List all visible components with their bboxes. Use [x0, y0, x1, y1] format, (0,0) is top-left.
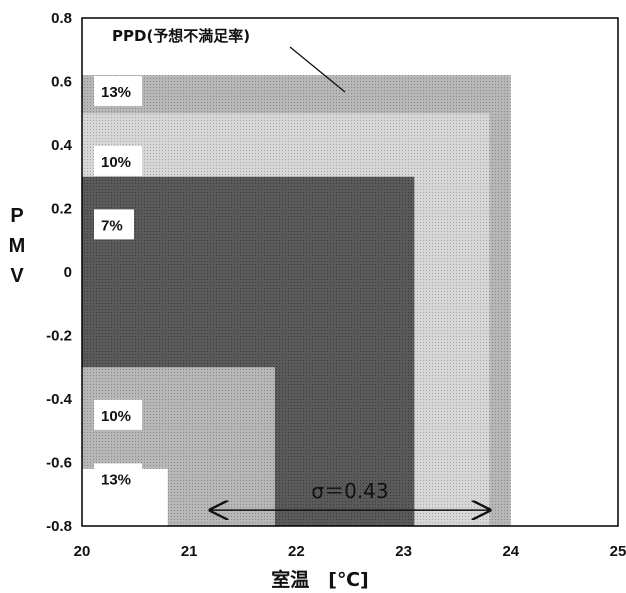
y-tick-label: -0.4	[46, 391, 73, 408]
ppd-band-7pct	[82, 176, 415, 526]
band-label: 10%	[101, 408, 131, 425]
band-label-box	[94, 209, 134, 240]
y-tick-label: -0.8	[46, 518, 72, 535]
x-tick-label: 22	[288, 543, 305, 560]
y-tick-label: 0.6	[51, 74, 72, 91]
y-axis-label: PMV	[9, 205, 26, 287]
x-tick-label: 25	[610, 543, 626, 560]
sigma-annotation: σ＝0.43	[311, 479, 388, 503]
band-label-box	[94, 76, 142, 107]
x-tick-labels: 20 21 22 23 24 25	[74, 543, 626, 560]
band-label-box	[94, 463, 142, 494]
band-labels: 13% 10% 7% 10% 13%	[94, 76, 142, 494]
band-label: 13%	[101, 471, 131, 488]
y-tick-label: 0.8	[51, 10, 72, 27]
ppd-annotation: PPD(予想不満足率)	[112, 27, 250, 45]
y-tick-label: 0	[64, 264, 72, 281]
band-label: 10%	[101, 154, 131, 171]
x-tick-label: 24	[502, 543, 519, 560]
plot-frame	[81, 17, 619, 527]
band-label: 7%	[101, 217, 123, 234]
y-axis-label-letter: M	[9, 235, 26, 257]
y-tick-labels: 0.8 0.6 0.4 0.2 0 -0.2 -0.4 -0.6 -0.8	[46, 10, 73, 535]
y-tick-label: 0.4	[51, 137, 73, 154]
band-label: 13%	[101, 84, 131, 101]
x-tick-label: 21	[181, 543, 198, 560]
band-label-box	[94, 145, 142, 176]
ppd-bands	[82, 75, 511, 527]
x-axis-label: 室温 [℃]	[271, 568, 368, 591]
y-axis-label-letter: V	[10, 265, 24, 287]
y-axis-label-letter: P	[10, 205, 23, 227]
x-tick-label: 20	[74, 543, 91, 560]
ppd-pointer-line	[289, 46, 346, 93]
y-tick-label: -0.2	[46, 328, 72, 345]
x-tick-label: 23	[395, 543, 412, 560]
band-label-box	[94, 399, 142, 430]
y-tick-label: -0.6	[46, 455, 72, 472]
y-tick-label: 0.2	[51, 201, 72, 218]
